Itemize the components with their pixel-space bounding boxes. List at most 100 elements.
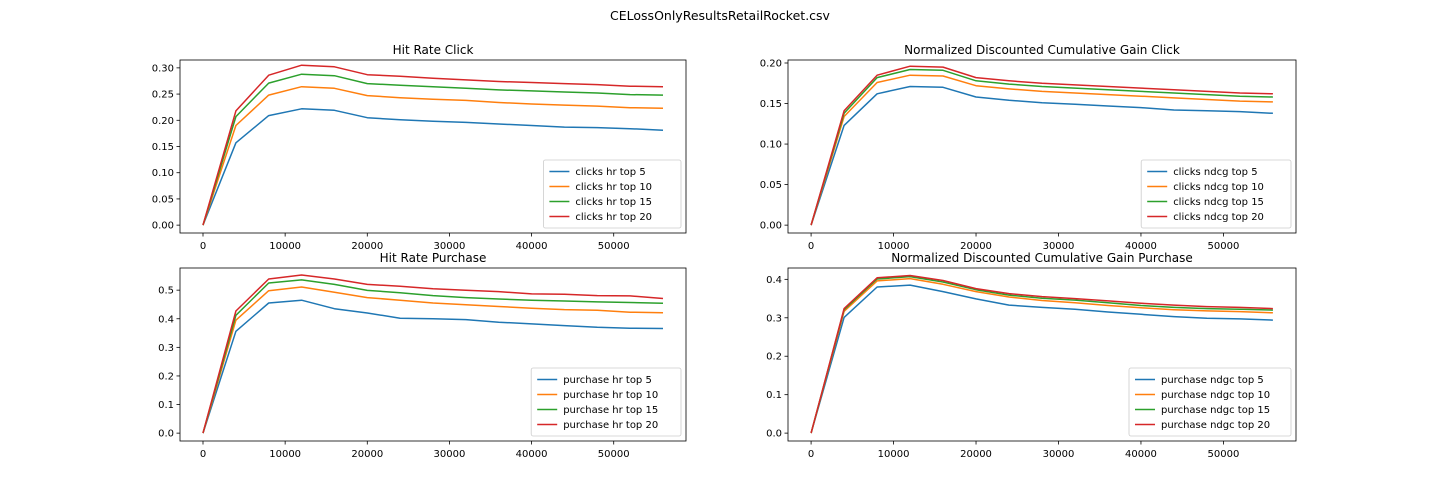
legend-box [1128,367,1292,437]
y-tick-label: 0.5 [158,286,174,297]
y-tick-label: 0.2 [158,371,174,382]
x-tick-label: 0 [808,241,814,252]
x-tick-label: 0 [200,241,206,252]
chart-title: Normalized Discounted Cumulative Gain Pu… [891,251,1193,265]
chart-title: Hit Rate Click [393,43,474,57]
x-tick-label: 10000 [269,449,301,460]
y-tick-label: 0.4 [158,314,174,325]
x-tick-label: 10000 [269,241,301,252]
x-tick-label: 40000 [1125,241,1157,252]
legend-label: clicks ndcg top 10 [1173,182,1264,193]
legend-label: purchase ndgc top 10 [1161,390,1270,401]
x-tick-label: 20000 [351,241,383,252]
y-tick-label: 0.05 [760,180,782,191]
legend: clicks ndcg top 5 clicks ndcg top 10 click… [1140,159,1292,229]
series-line-clicks-hr-top-5 [202,108,664,226]
chart-title: Normalized Discounted Cumulative Gain Cl… [904,43,1180,57]
series-line-clicks-ndcg-top-5 [810,85,1273,226]
y-tick-label: 0.3 [158,343,174,354]
legend-label: purchase hr top 10 [563,390,658,401]
chart-normalized-discounted-cumulative-gain-click: Normalized Discounted Cumulative Gain Cl… [760,43,1297,252]
series-line-clicks-ndcg-top-15 [810,68,1273,226]
x-tick-label: 0 [200,449,206,460]
x-tick-label: 50000 [1208,241,1240,252]
y-tick-label: 0.4 [766,275,782,286]
x-tick-label: 40000 [1125,449,1157,460]
x-tick-label: 50000 [1208,449,1240,460]
y-tick-label: 0.15 [760,99,782,110]
legend: purchase ndgc top 5 purchase ndgc top 10 p… [1128,367,1292,437]
x-tick-label: 40000 [516,241,548,252]
legend-box [1140,159,1292,229]
series-line-purchase-hr-top-15 [202,279,664,434]
y-tick-label: 0.20 [760,58,782,69]
legend-label: clicks ndcg top 20 [1173,212,1264,223]
legend: purchase hr top 5 purchase hr top 10 purch… [530,367,682,437]
legend: clicks hr top 5 clicks hr top 10 clicks hr… [543,159,682,229]
x-tick-label: 30000 [1043,449,1075,460]
x-tick-label: 20000 [960,241,992,252]
x-tick-label: 30000 [1043,241,1075,252]
y-tick-label: 0.05 [152,194,174,205]
x-tick-label: 20000 [351,449,383,460]
plot-frame [787,59,1297,234]
y-tick-label: 0.1 [766,390,782,401]
legend-label: clicks hr top 5 [575,167,645,178]
x-tick-label: 30000 [434,449,466,460]
y-tick-label: 0.15 [152,142,174,153]
y-tick-label: 0.0 [158,429,174,440]
series-line-clicks-ndcg-top-10 [810,74,1273,226]
series-line-clicks-ndcg-top-20 [810,65,1273,226]
y-tick-label: 0.25 [152,90,174,101]
y-tick-label: 0.1 [158,400,174,411]
series-line-purchase-hr-top-10 [202,286,664,434]
chart-title: Hit Rate Purchase [380,251,487,265]
chart-hit-rate-click: Hit Rate Click 0 10000 20000 30000 40000 50000… [152,43,687,252]
y-tick-label: 0.30 [152,63,174,74]
y-tick-label: 0.00 [760,221,782,232]
y-tick-label: 0.10 [152,168,174,179]
plot-frame [787,267,1297,442]
legend-box [543,159,682,229]
y-tick-label: 0.00 [152,221,174,232]
x-tick-label: 40000 [516,449,548,460]
series-line-clicks-hr-top-15 [202,73,664,226]
legend-label: clicks hr top 10 [575,182,652,193]
series-line-purchase-ndgc-top-10 [810,277,1273,434]
legend-label: clicks ndcg top 5 [1173,167,1257,178]
series-line-clicks-hr-top-10 [202,85,664,226]
legend-label: clicks ndcg top 15 [1173,197,1264,208]
x-tick-label: 50000 [598,241,630,252]
series-line-purchase-hr-top-20 [202,274,664,434]
figure-suptitle: CELossOnlyResultsRetailRocket.csv [610,8,831,23]
y-tick-label: 0.2 [766,352,782,363]
legend-label: purchase hr top 20 [563,420,658,431]
legend-label: purchase hr top 15 [563,405,658,416]
x-tick-label: 0 [808,449,814,460]
chart-normalized-discounted-cumulative-gain-purchase: Normalized Discounted Cumulative Gain Pu… [766,251,1297,460]
x-tick-label: 30000 [434,241,466,252]
legend-label: purchase hr top 5 [563,375,652,386]
chart-hit-rate-purchase: Hit Rate Purchase 0 10000 20000 30000 40000 50… [158,251,687,460]
y-tick-label: 0.10 [760,140,782,151]
series-line-purchase-ndgc-top-15 [810,275,1273,434]
legend-label: clicks hr top 20 [575,212,652,223]
y-tick-label: 0.0 [766,429,782,440]
y-tick-label: 0.3 [766,313,782,324]
x-tick-label: 10000 [878,449,910,460]
legend-label: clicks hr top 15 [575,197,652,208]
series-line-clicks-hr-top-20 [202,64,664,226]
x-tick-label: 20000 [960,449,992,460]
legend-label: purchase ndgc top 20 [1161,420,1270,431]
legend-label: purchase ndgc top 15 [1161,405,1270,416]
x-tick-label: 50000 [598,449,630,460]
x-tick-label: 10000 [878,241,910,252]
series-line-purchase-ndgc-top-5 [810,284,1273,434]
series-line-purchase-ndgc-top-20 [810,274,1273,434]
y-tick-label: 0.20 [152,116,174,127]
legend-label: purchase ndgc top 5 [1161,375,1264,386]
plot-frame [179,267,687,442]
legend-box [530,367,682,437]
series-line-purchase-hr-top-5 [202,299,664,434]
